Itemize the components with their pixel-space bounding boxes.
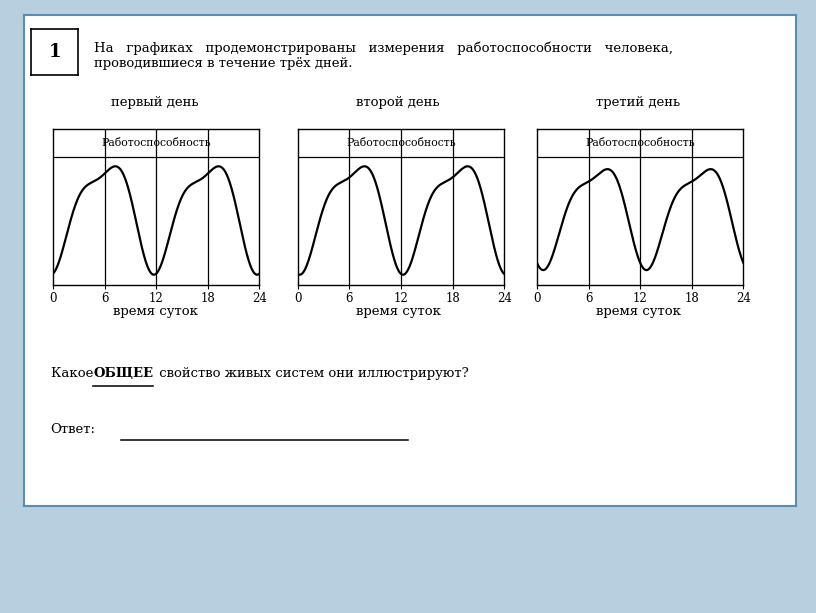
Text: Ответ:: Ответ: [51,422,95,436]
Text: третий день: третий день [596,96,681,110]
Text: время суток: время суток [356,305,441,318]
Text: Какое: Какое [51,367,97,381]
Text: проводившиеся в течение трёх дней.: проводившиеся в течение трёх дней. [94,56,353,70]
Text: ОБЩЕЕ: ОБЩЕЕ [93,367,153,381]
Text: первый день: первый день [111,96,199,110]
Text: Работоспособность: Работоспособность [346,138,456,148]
Text: время суток: время суток [596,305,681,318]
Text: Работоспособность: Работоспособность [585,138,695,148]
Text: время суток: время суток [113,305,197,318]
Text: На   графиках   продемонстрированы   измерения   работоспособности   человека,: На графиках продемонстрированы измерения… [94,41,673,55]
Text: второй день: второй день [357,96,440,110]
Text: Работоспособность: Работоспособность [101,138,211,148]
Text: 1: 1 [48,43,61,61]
Text: свойство живых систем они иллюстрируют?: свойство живых систем они иллюстрируют? [155,367,468,381]
